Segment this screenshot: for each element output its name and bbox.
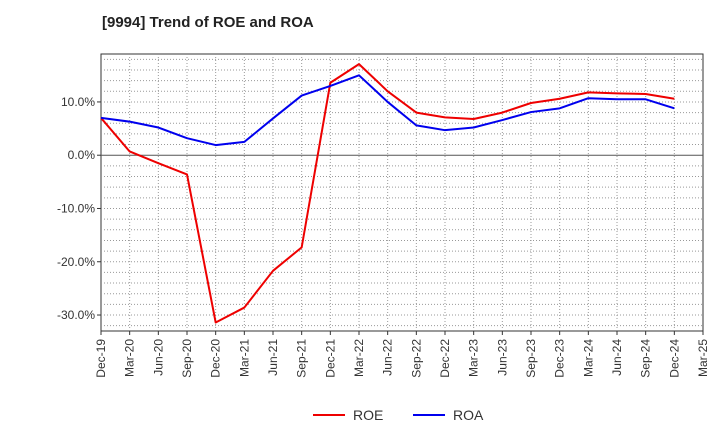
x-tick-label: Sep-20 bbox=[180, 339, 194, 378]
series-lines bbox=[100, 63, 675, 324]
grid-lines bbox=[101, 54, 703, 331]
x-tick-label: Dec-19 bbox=[94, 339, 108, 378]
x-tick-label: Jun-20 bbox=[151, 339, 165, 376]
y-tick-label: 0.0% bbox=[68, 148, 96, 162]
y-tick-label: 10.0% bbox=[61, 95, 95, 109]
series-line-roe bbox=[100, 63, 675, 324]
y-tick-label: -20.0% bbox=[57, 255, 95, 269]
x-axis: Dec-19 Mar-20 Jun-20 Sep-20 Dec-20 Mar-21 Jun-… bbox=[94, 331, 710, 378]
x-tick-label: Sep-23 bbox=[524, 339, 538, 378]
x-tick-label: Sep-22 bbox=[409, 339, 423, 378]
y-tick-label: -30.0% bbox=[57, 308, 95, 322]
x-tick-label: Mar-25 bbox=[696, 339, 710, 377]
series-line-roa bbox=[100, 74, 675, 147]
x-tick-label: Dec-24 bbox=[667, 339, 681, 378]
legend: ROE ROA bbox=[313, 407, 484, 423]
legend-label-roa: ROA bbox=[453, 407, 484, 423]
x-tick-label: Dec-22 bbox=[438, 339, 452, 378]
chart-title: [9994] Trend of ROE and ROA bbox=[102, 14, 314, 31]
x-tick-label: Mar-21 bbox=[237, 339, 251, 377]
x-tick-label: Mar-23 bbox=[467, 339, 481, 377]
x-tick-label: Dec-20 bbox=[209, 339, 223, 378]
x-tick-label: Sep-21 bbox=[295, 339, 309, 378]
x-tick-label: Jun-22 bbox=[381, 339, 395, 376]
x-tick-label: Mar-20 bbox=[123, 339, 137, 377]
x-tick-label: Jun-23 bbox=[495, 339, 509, 376]
x-tick-label: Mar-22 bbox=[352, 339, 366, 377]
x-tick-label: Dec-21 bbox=[323, 339, 337, 378]
x-tick-label: Jun-24 bbox=[610, 339, 624, 376]
legend-label-roe: ROE bbox=[353, 407, 383, 423]
x-tick-label: Mar-24 bbox=[581, 339, 595, 377]
x-tick-label: Sep-24 bbox=[639, 339, 653, 378]
x-tick-label: Dec-23 bbox=[553, 339, 567, 378]
x-tick-label: Jun-21 bbox=[266, 339, 280, 376]
y-tick-label: -10.0% bbox=[57, 201, 95, 215]
plot-area bbox=[100, 53, 704, 332]
y-axis: 10.0% 0.0% -10.0% -20.0% -30.0% bbox=[57, 95, 101, 322]
